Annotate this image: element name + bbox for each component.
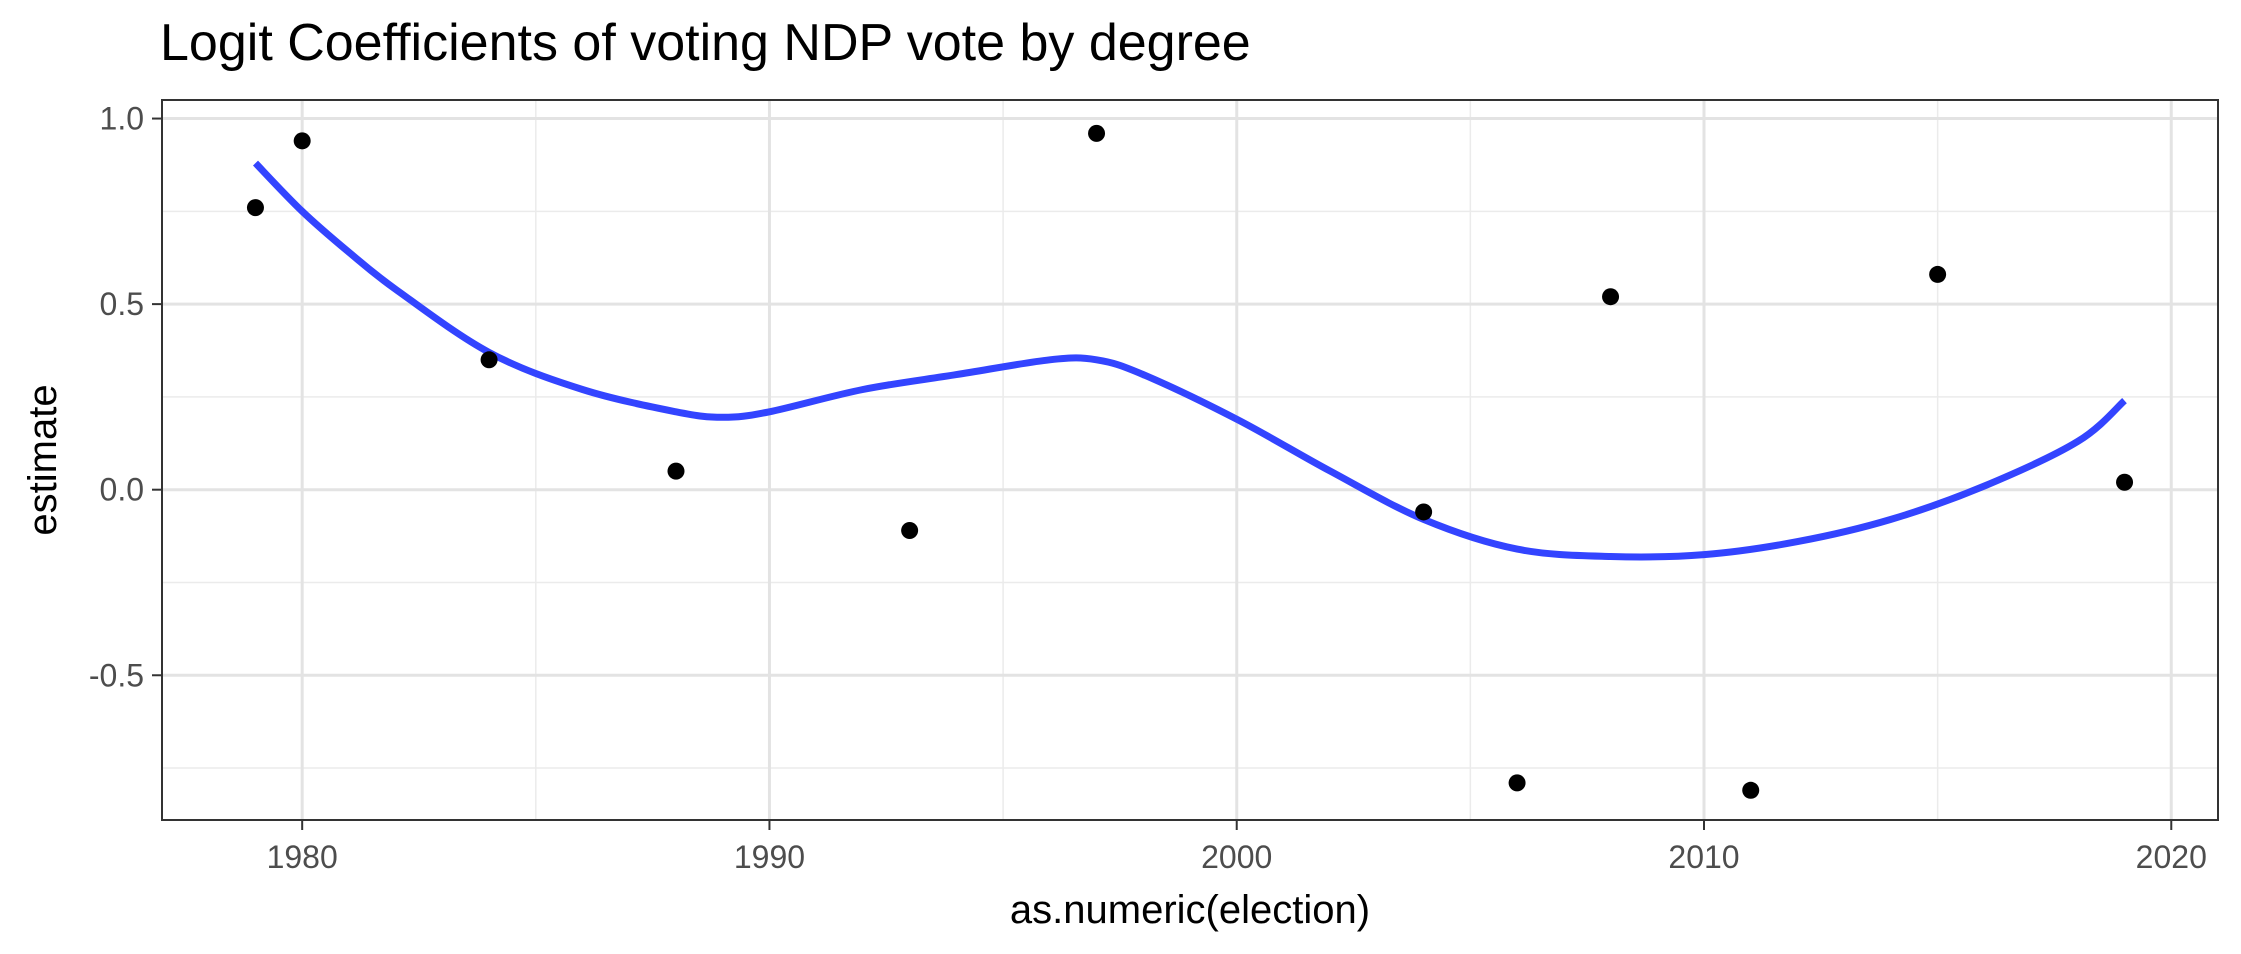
- y-tick-label: 1.0: [100, 101, 144, 137]
- data-point: [1088, 124, 1106, 142]
- data-point: [1602, 288, 1620, 306]
- grid-major: [162, 100, 2218, 820]
- data-point: [1929, 265, 1947, 283]
- data-point: [1508, 774, 1526, 792]
- data-point: [480, 351, 498, 369]
- chart-title: Logit Coefficients of voting NDP vote by…: [160, 14, 1251, 72]
- x-tick-label: 1980: [267, 839, 338, 875]
- plot-background: [162, 100, 2218, 820]
- y-axis-title: estimate: [21, 384, 65, 535]
- smooth-layer: [252, 160, 2127, 561]
- y-tick-labels: -0.5 0.0 0.5 1.0: [89, 101, 144, 694]
- data-point: [246, 199, 264, 217]
- data-point: [667, 462, 685, 480]
- data-point: [901, 522, 919, 540]
- y-tick-label: 0.5: [100, 286, 144, 322]
- data-point: [293, 132, 311, 150]
- x-tick-label: 2010: [1668, 839, 1739, 875]
- x-axis-title: as.numeric(election): [1010, 888, 1370, 932]
- data-point: [1742, 781, 1760, 799]
- y-tick-label: -0.5: [89, 657, 144, 693]
- y-tick-label: 0.0: [100, 472, 144, 508]
- data-point: [1415, 503, 1433, 521]
- x-tick-label: 1990: [734, 839, 805, 875]
- data-point: [2116, 473, 2134, 491]
- plot-border: [161, 99, 2219, 821]
- x-tick-labels: 1980 1990 2000 2010 2020: [267, 839, 2207, 875]
- axis-ticks: [152, 117, 2173, 830]
- x-tick-label: 2000: [1201, 839, 1272, 875]
- x-tick-label: 2020: [2136, 839, 2207, 875]
- smooth-line: [252, 160, 2127, 561]
- points-layer: [246, 124, 2134, 799]
